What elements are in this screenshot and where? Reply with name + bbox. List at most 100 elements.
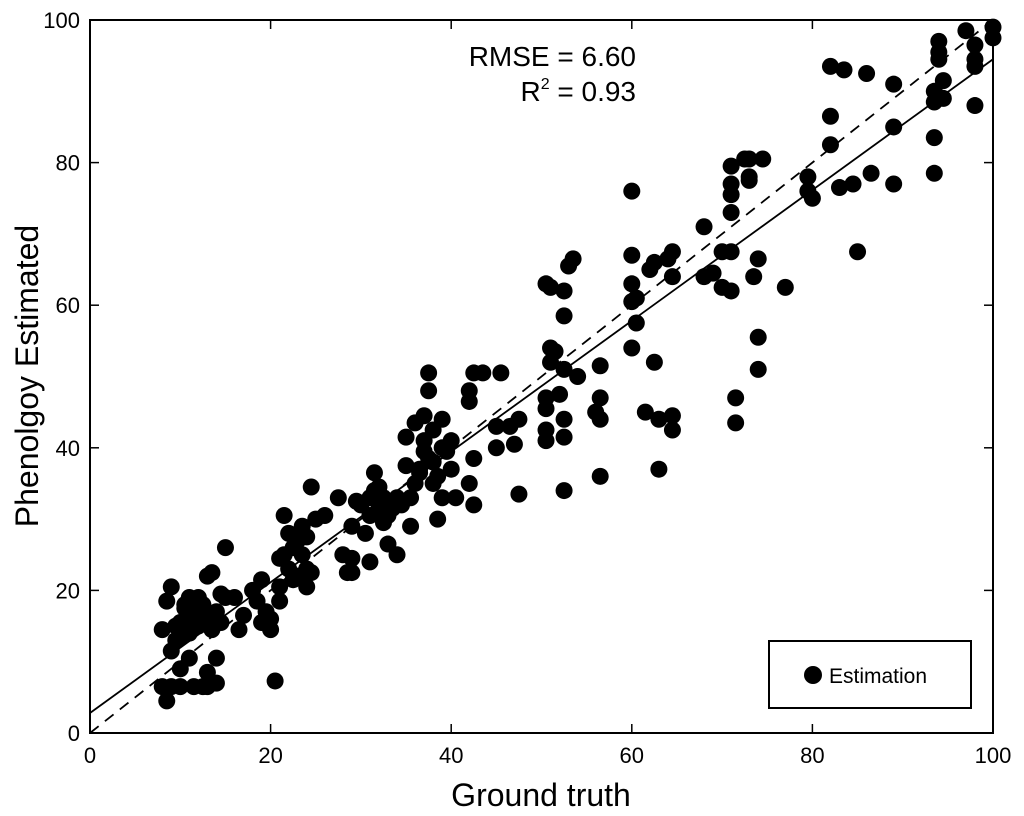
data-point [623,275,641,293]
data-point [546,343,564,361]
data-point [253,571,271,589]
data-point [749,360,767,378]
x-tick-label: 60 [620,743,644,768]
data-point [465,449,483,467]
data-point [844,175,862,193]
data-point [862,164,880,182]
data-point [957,22,975,40]
data-point [235,606,253,624]
data-point [663,407,681,425]
data-point [934,72,952,90]
data-point [925,129,943,147]
data-point [537,400,555,418]
y-tick-label: 100 [43,8,80,33]
data-point [474,364,492,382]
data-point [198,678,216,696]
x-tick-label: 100 [975,743,1012,768]
r2-value: = 0.93 [550,76,636,107]
data-point [727,414,745,432]
data-point [885,175,903,193]
axis-ticks: 0 20 40 60 80 100 0 20 40 60 80 100 [43,8,1011,768]
data-point [189,610,207,628]
data-point [749,250,767,268]
data-point [555,482,573,500]
data-point [343,517,361,535]
data-point [429,510,447,528]
data-point [180,649,198,667]
data-point [487,417,505,435]
data-point [722,204,740,222]
data-point [361,553,379,571]
data-point [627,289,645,307]
data-point [966,57,984,75]
data-point [316,507,334,525]
y-axis-title: Phenolgoy Estimated [9,225,45,527]
data-point [754,150,772,168]
legend-box [768,640,972,709]
data-point [849,243,867,261]
data-point [925,164,943,182]
data-point [835,61,853,79]
data-point [447,489,465,507]
data-point [420,382,438,400]
data-point [564,250,582,268]
data-point [420,449,438,467]
data-point [695,218,713,236]
data-point [591,467,609,485]
data-point [663,268,681,286]
data-point [569,368,587,385]
data-point [645,353,663,371]
x-tick-label: 40 [439,743,463,768]
data-point [650,410,668,428]
data-point [329,489,347,507]
data-point [411,464,429,482]
data-point [420,364,438,382]
data-point [885,118,903,136]
data-point [645,253,663,271]
data-points [153,18,1002,710]
data-point [180,589,198,607]
data-point [745,268,763,286]
y-tick-label: 0 [68,721,80,746]
data-point [271,592,289,610]
data-point [623,182,641,200]
data-point [821,107,839,125]
legend: Estimation [768,640,972,709]
x-tick-label: 80 [800,743,824,768]
x-tick-label: 20 [258,743,282,768]
data-point [402,489,420,507]
y-tick-label: 40 [56,436,80,461]
data-point [298,528,316,546]
data-point [253,613,271,631]
data-point [284,539,302,557]
data-point [636,403,654,421]
data-point [465,496,483,514]
data-point [365,464,383,482]
data-point [298,578,316,596]
data-point [397,457,415,475]
y-tick-label: 20 [56,578,80,603]
r2-prefix: R [520,76,540,107]
data-point [212,613,230,631]
data-point [162,578,180,596]
data-point [542,278,560,296]
rmse-annotation: RMSE = 6.60 [469,41,636,72]
data-point [424,474,442,492]
data-point [207,649,225,667]
data-point [740,150,758,168]
data-point [722,243,740,261]
data-point [343,564,361,582]
data-point [370,478,388,496]
data-point [930,50,948,68]
data-point [460,392,478,410]
data-point [402,517,420,535]
data-point [505,435,523,453]
data-point [551,385,569,403]
data-point [153,621,171,639]
data-point [749,328,767,346]
data-point [510,485,528,503]
data-point [230,621,248,639]
data-point [722,186,740,204]
data-point [343,549,361,567]
